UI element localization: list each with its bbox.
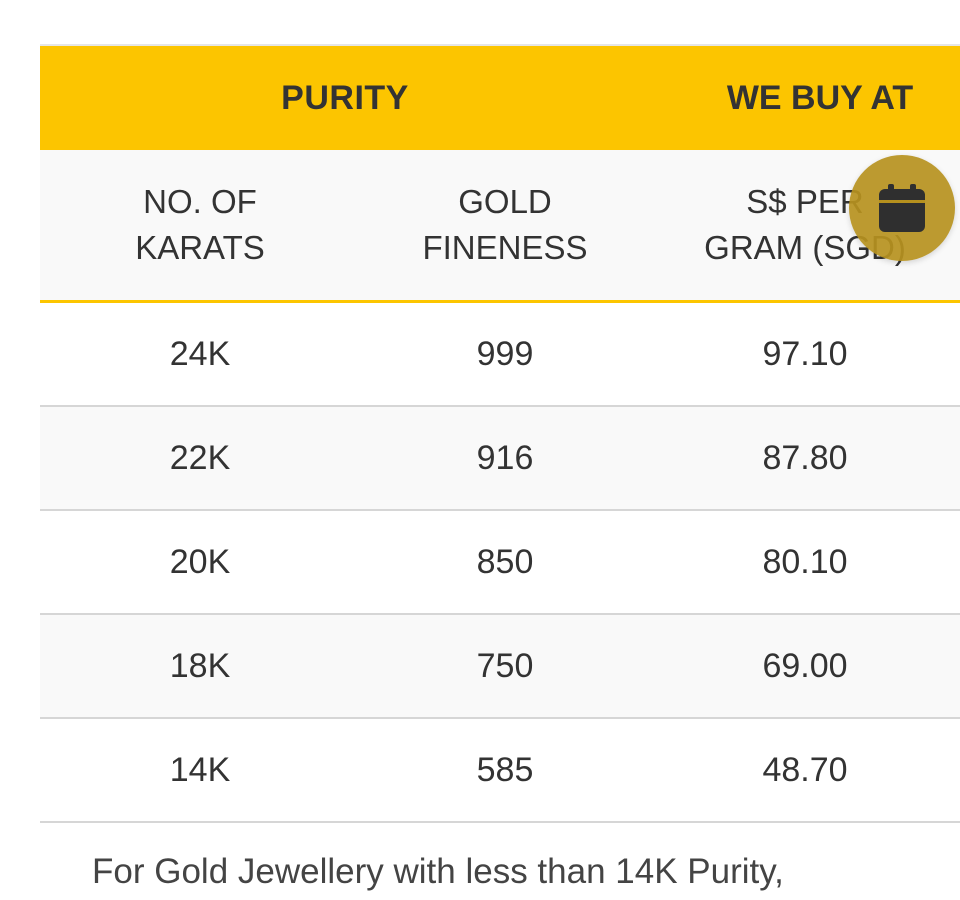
karat-cell: 18K: [169, 646, 231, 685]
fineness-column-header: GOLD FINENESS: [422, 183, 588, 266]
fineness-cell: 750: [476, 646, 534, 685]
table-group-header: PURITY WE BUY AT: [40, 46, 960, 150]
we-buy-at-header: WE BUY AT: [726, 78, 914, 117]
table-top-border: [40, 44, 960, 46]
karat-cell: 14K: [169, 750, 231, 789]
table-sub-header: NO. OF KARATS GOLD FINENESS S$ PER GRAM …: [40, 150, 960, 303]
karat-cell: 22K: [169, 438, 231, 477]
table-row: 20K 850 80.10: [40, 511, 960, 615]
price-cell: 69.00: [762, 646, 848, 685]
calendar-icon: [879, 184, 925, 232]
table-row: 22K 916 87.80: [40, 407, 960, 511]
fineness-cell: 850: [476, 542, 534, 581]
footer-note: For Gold Jewellery with less than 14K Pu…: [92, 852, 784, 891]
table-row: 14K 585 48.70: [40, 719, 960, 823]
table-row: 24K 999 97.10: [40, 303, 960, 407]
price-cell: 97.10: [762, 334, 848, 373]
karats-column-header: NO. OF KARATS: [135, 183, 265, 266]
gold-price-table: PURITY WE BUY AT NO. OF KARATS GOLD FINE…: [40, 44, 960, 823]
table-row: 18K 750 69.00: [40, 615, 960, 719]
fineness-cell: 916: [476, 438, 534, 477]
price-cell: 87.80: [762, 438, 848, 477]
price-cell: 48.70: [762, 750, 848, 789]
calendar-button[interactable]: [849, 155, 955, 261]
karat-cell: 20K: [169, 542, 231, 581]
fineness-cell: 999: [476, 334, 534, 373]
price-cell: 80.10: [762, 542, 848, 581]
karat-cell: 24K: [169, 334, 231, 373]
purity-header: PURITY: [281, 78, 409, 117]
fineness-cell: 585: [476, 750, 534, 789]
